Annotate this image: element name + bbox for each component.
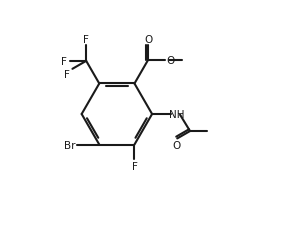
Text: O: O [172, 141, 180, 151]
Text: F: F [61, 57, 67, 67]
Text: F: F [132, 161, 137, 171]
Text: F: F [64, 70, 70, 79]
Text: O: O [144, 35, 152, 45]
Text: Br: Br [64, 140, 76, 150]
Text: F: F [83, 34, 89, 44]
Text: NH: NH [169, 109, 184, 120]
Text: O: O [166, 56, 175, 65]
